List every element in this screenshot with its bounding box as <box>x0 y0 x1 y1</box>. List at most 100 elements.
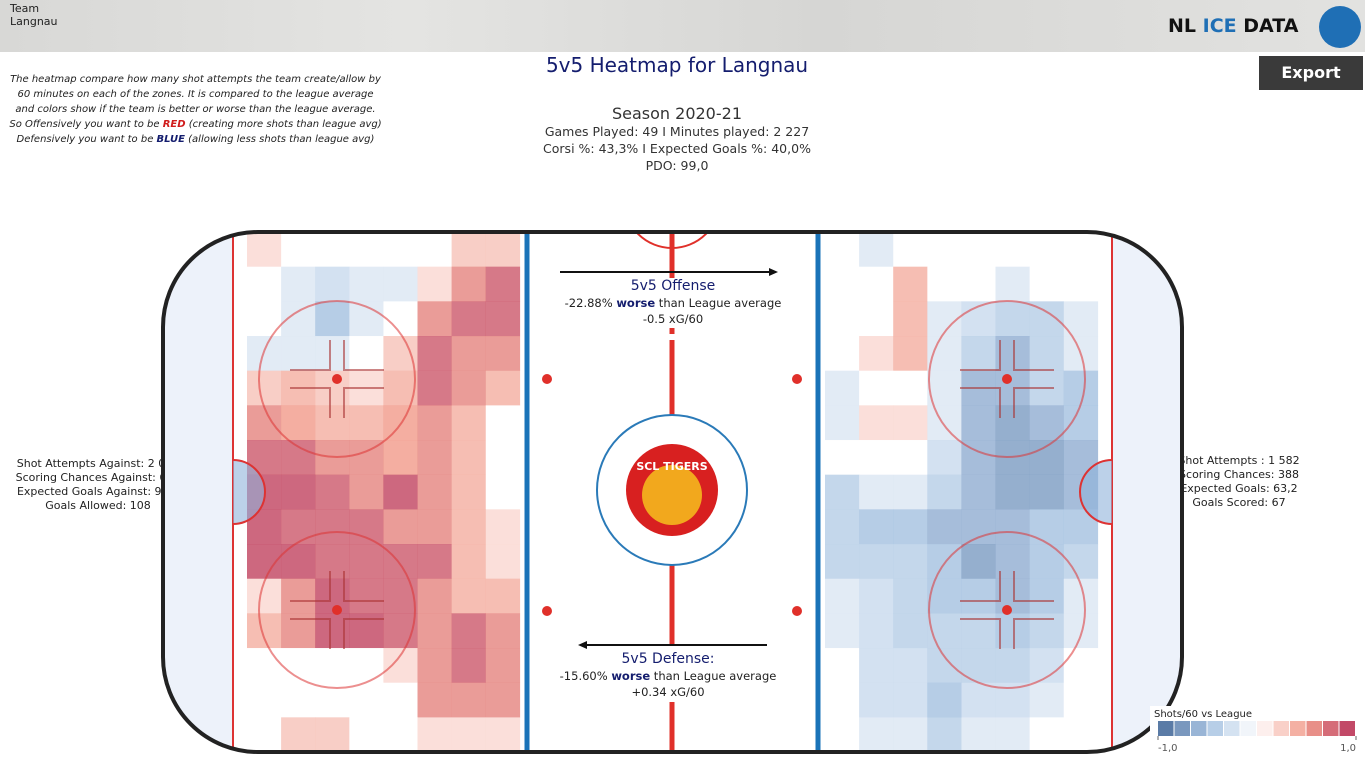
heat-cell <box>315 301 350 337</box>
logo-part: NL <box>1168 15 1197 37</box>
heat-cell <box>995 648 1030 683</box>
annotation-bg <box>556 278 790 328</box>
stat: Goals Allowed: 108 <box>45 499 151 512</box>
description-intro: The heatmap compare how many shot attemp… <box>10 74 381 115</box>
team-label: Team Langnau <box>10 2 58 28</box>
heat-cell <box>383 682 418 718</box>
heat-cell <box>417 509 452 545</box>
heat-cell <box>383 266 418 302</box>
heat-cell <box>451 370 486 406</box>
heat-cell <box>485 232 521 267</box>
heat-cell <box>485 509 521 545</box>
heat-cell <box>893 440 928 475</box>
offense-annotation: 5v5 Offense -22.88% worse than League av… <box>556 268 790 328</box>
text: -15.60% <box>560 669 608 683</box>
heat-cell <box>281 682 316 718</box>
heat-cell <box>1029 266 1064 302</box>
heat-cell <box>961 405 996 441</box>
crease <box>232 459 266 525</box>
heat-cell <box>281 336 316 371</box>
season-title: Season 2020-21 <box>611 104 742 123</box>
heat-cell <box>247 266 282 302</box>
stat: Goals Scored: 67 <box>1192 496 1286 509</box>
text: So Offensively you want to be <box>9 119 163 130</box>
heat-cell <box>893 370 928 406</box>
annotation-text: -15.60% worse than League average <box>560 669 777 683</box>
heat-cell <box>961 544 996 579</box>
export-button[interactable]: Export <box>1259 56 1363 90</box>
heat-cell <box>825 301 860 337</box>
heat-cell <box>281 578 316 614</box>
heat-cell <box>349 544 384 579</box>
defense-annotation: 5v5 Defense: -15.60% worse than League a… <box>550 641 790 702</box>
heat-cell <box>247 682 282 718</box>
heat-cell <box>995 474 1030 510</box>
heat-cell <box>1063 370 1099 406</box>
heat-cell <box>349 474 384 510</box>
heat-cell <box>1063 301 1099 337</box>
heat-cell <box>349 509 384 545</box>
faceoff-circle <box>928 300 1086 458</box>
heat-cell <box>995 717 1030 752</box>
heat-cell <box>417 682 452 718</box>
heat-cell <box>859 682 894 718</box>
crease <box>1079 459 1113 525</box>
heat-cell <box>859 336 894 371</box>
logo-icon <box>1319 6 1361 48</box>
brand-logo: NL ICE DATA <box>1168 15 1298 37</box>
heat-cell <box>451 474 486 510</box>
heat-cell <box>485 266 521 302</box>
heat-cell <box>859 648 894 683</box>
legend-swatch <box>1224 721 1240 736</box>
heat-cell <box>281 232 316 267</box>
heat-cell <box>451 232 486 267</box>
heat-cell <box>247 717 282 752</box>
heat-cell <box>1063 648 1099 683</box>
stat: Shot Attempts Against: 2 075 <box>16 457 180 470</box>
heat-cell <box>893 405 928 441</box>
heat-cell <box>383 474 418 510</box>
legend-swatch <box>1257 721 1273 736</box>
heat-cell <box>485 440 521 475</box>
legend-swatch <box>1191 721 1207 736</box>
heat-cell <box>485 717 521 752</box>
heat-cell <box>383 232 418 267</box>
legend-title: Shots/60 vs League <box>1154 709 1252 720</box>
text: RED <box>162 119 186 130</box>
description: The heatmap compare how many shot attemp… <box>8 72 383 147</box>
heat-cell <box>961 474 996 510</box>
heat-cell <box>281 440 316 475</box>
heat-cell <box>995 266 1030 302</box>
heat-cell <box>417 717 452 752</box>
heat-cell <box>995 544 1030 579</box>
heat-cell <box>893 266 928 302</box>
heat-cell <box>1063 544 1099 579</box>
legend-swatch <box>1240 721 1256 736</box>
heat-cell <box>961 232 996 267</box>
heat-cell <box>485 613 521 649</box>
heat-cell <box>825 232 860 267</box>
heat-cell <box>859 509 894 545</box>
text: worse <box>611 669 650 683</box>
heat-cell <box>451 301 486 337</box>
heat-cell <box>927 405 962 441</box>
heat-cell <box>859 232 894 267</box>
against-stats: Shot Attempts Against: 2 075 Scoring Cha… <box>13 457 183 513</box>
heat-cell <box>485 578 521 614</box>
heat-cell <box>315 266 350 302</box>
annotation-text: -22.88% worse than League average <box>565 296 782 310</box>
heat-cell <box>281 509 316 545</box>
for-stats: Shot Attempts : 1 582 Scoring Chances: 3… <box>1154 454 1324 510</box>
heat-cell <box>1063 232 1099 267</box>
heat-cell <box>893 509 928 545</box>
heat-cell <box>247 405 282 441</box>
logo-text: SCL TIGERS <box>636 460 707 473</box>
heat-cell <box>825 440 860 475</box>
page-title: 5v5 Heatmap for Langnau <box>545 53 809 77</box>
annotation-title: 5v5 Offense <box>631 278 716 294</box>
heat-cell <box>451 578 486 614</box>
heat-cell <box>1029 336 1064 371</box>
heat-cell <box>927 440 962 475</box>
heat-cell <box>417 544 452 579</box>
heat-cell <box>859 266 894 302</box>
